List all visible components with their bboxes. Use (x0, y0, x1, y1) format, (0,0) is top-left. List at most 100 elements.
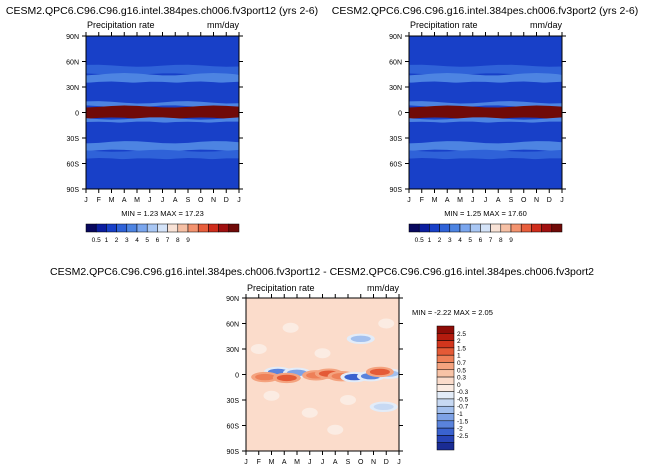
colorbar-cell (459, 223, 471, 233)
colorbar-label: 6 (156, 237, 160, 244)
y-tick-label: 60S (390, 162, 403, 169)
x-tick-label: J (308, 459, 312, 466)
precip-band (409, 81, 562, 104)
colorbar-cell (95, 223, 107, 233)
colorbar-cell (408, 223, 420, 233)
x-tick-label: J (484, 197, 488, 204)
anomaly-blob (250, 344, 267, 354)
colorbar-label: 1.5 (457, 345, 466, 352)
y-tick-label: 60N (226, 322, 239, 329)
x-tick-label: S (346, 459, 351, 466)
panel-1: CESM2.QPC6.C96.C96.g16.intel.384pes.ch00… (6, 5, 318, 244)
anomaly-blob (276, 374, 297, 382)
colorbar-cell (449, 223, 461, 233)
colorbar-cell (228, 223, 240, 233)
x-tick-label: J (321, 459, 325, 466)
colorbar-cell (436, 435, 455, 443)
y-tick-label: 30N (389, 85, 402, 92)
x-tick-label: O (521, 197, 527, 204)
x-tick-label: A (282, 459, 287, 466)
precip-band (86, 158, 239, 189)
anomaly-blob (282, 322, 299, 333)
x-tick-label: J (237, 197, 241, 204)
precip-band (86, 149, 239, 161)
colorbar-label: -0.7 (457, 404, 469, 411)
colorbar-label: 0 (457, 382, 461, 389)
colorbar-label: 0.7 (457, 360, 466, 367)
y-tick-label: 30S (67, 136, 80, 143)
colorbar-cell (469, 223, 481, 233)
y-tick-label: 90N (66, 34, 79, 41)
colorbar-label: 5 (145, 237, 149, 244)
x-tick-label: D (224, 197, 229, 204)
x-tick-label: O (358, 459, 364, 466)
anomaly-blob (373, 403, 394, 410)
colorbar-cell (436, 376, 455, 385)
colorbar-cell (106, 223, 117, 233)
colorbar-label: 9 (509, 237, 513, 244)
colorbar-cell (187, 223, 199, 233)
colorbar-cell (436, 325, 455, 334)
x-tick-label: A (122, 197, 127, 204)
y-tick-label: 60S (227, 424, 240, 431)
colorbar-label: 0.5 (415, 237, 424, 244)
colorbar-cell (218, 223, 230, 233)
x-tick-label: J (244, 459, 248, 466)
colorbar-label: -2 (457, 426, 463, 433)
x-tick-label: F (97, 197, 101, 204)
y-tick-label: 30S (390, 136, 403, 143)
anomaly-blob (327, 424, 344, 435)
colorbar-cell (418, 223, 430, 233)
x-tick-label: M (269, 459, 275, 466)
colorbar: 2.521.510.70.50.30-0.3-0.5-0.7-1-1.5-2-2… (436, 325, 469, 451)
precip-band (409, 149, 562, 161)
colorbar-cell (157, 223, 168, 233)
x-tick-label: A (333, 459, 338, 466)
precip-band (86, 81, 239, 104)
colorbar-label: 8 (176, 237, 180, 244)
plot-area (86, 36, 239, 189)
x-tick-label: A (173, 197, 178, 204)
precip-band (86, 73, 239, 84)
x-tick-label: D (547, 197, 552, 204)
x-tick-label: O (198, 197, 204, 204)
colorbar-cell (436, 391, 455, 400)
anomaly-blob (301, 407, 318, 418)
colorbar-label: 2 (438, 237, 442, 244)
y-tick-label: 60S (67, 162, 80, 169)
precip-band (409, 64, 562, 76)
colorbar-cell (436, 369, 455, 378)
precip-band (409, 73, 562, 84)
x-tick-label: N (534, 197, 539, 204)
colorbar-label: 6 (479, 237, 483, 244)
anomaly-blob (255, 373, 276, 381)
colorbar-cell (116, 223, 128, 233)
precip-band (409, 105, 562, 120)
colorbar-cell (429, 223, 440, 233)
x-tick-label: J (471, 197, 475, 204)
colorbar-label: -1.5 (457, 418, 469, 425)
colorbar-cell (436, 354, 455, 363)
y-tick-label: 90S (390, 187, 403, 194)
panel-title: CESM2.QPC6.C96.C96.g16.intel.384pes.ch00… (50, 266, 594, 278)
panel-title: CESM2.QPC6.C96.C96.g16.intel.384pes.ch00… (332, 5, 638, 17)
colorbar-cell (436, 384, 455, 392)
colorbar-cell (436, 442, 455, 451)
x-tick-label: D (384, 459, 389, 466)
x-tick-label: F (420, 197, 424, 204)
colorbar-label: 7 (166, 237, 170, 244)
colorbar-cell (436, 405, 455, 414)
stats-label: MIN = 1.23 MAX = 17.23 (121, 209, 204, 218)
colorbar-cell (531, 223, 542, 233)
x-tick-label: F (257, 459, 261, 466)
x-tick-label: J (397, 459, 401, 466)
colorbar-cell (177, 223, 189, 233)
units-label: mm/day (530, 20, 563, 30)
anomaly-blob (263, 390, 280, 401)
colorbar-cell (551, 223, 563, 233)
anomaly-blob (340, 395, 356, 405)
x-tick-label: A (445, 197, 450, 204)
x-tick-label: N (211, 197, 216, 204)
colorbar-cell (208, 223, 219, 233)
colorbar-cell (436, 340, 455, 349)
